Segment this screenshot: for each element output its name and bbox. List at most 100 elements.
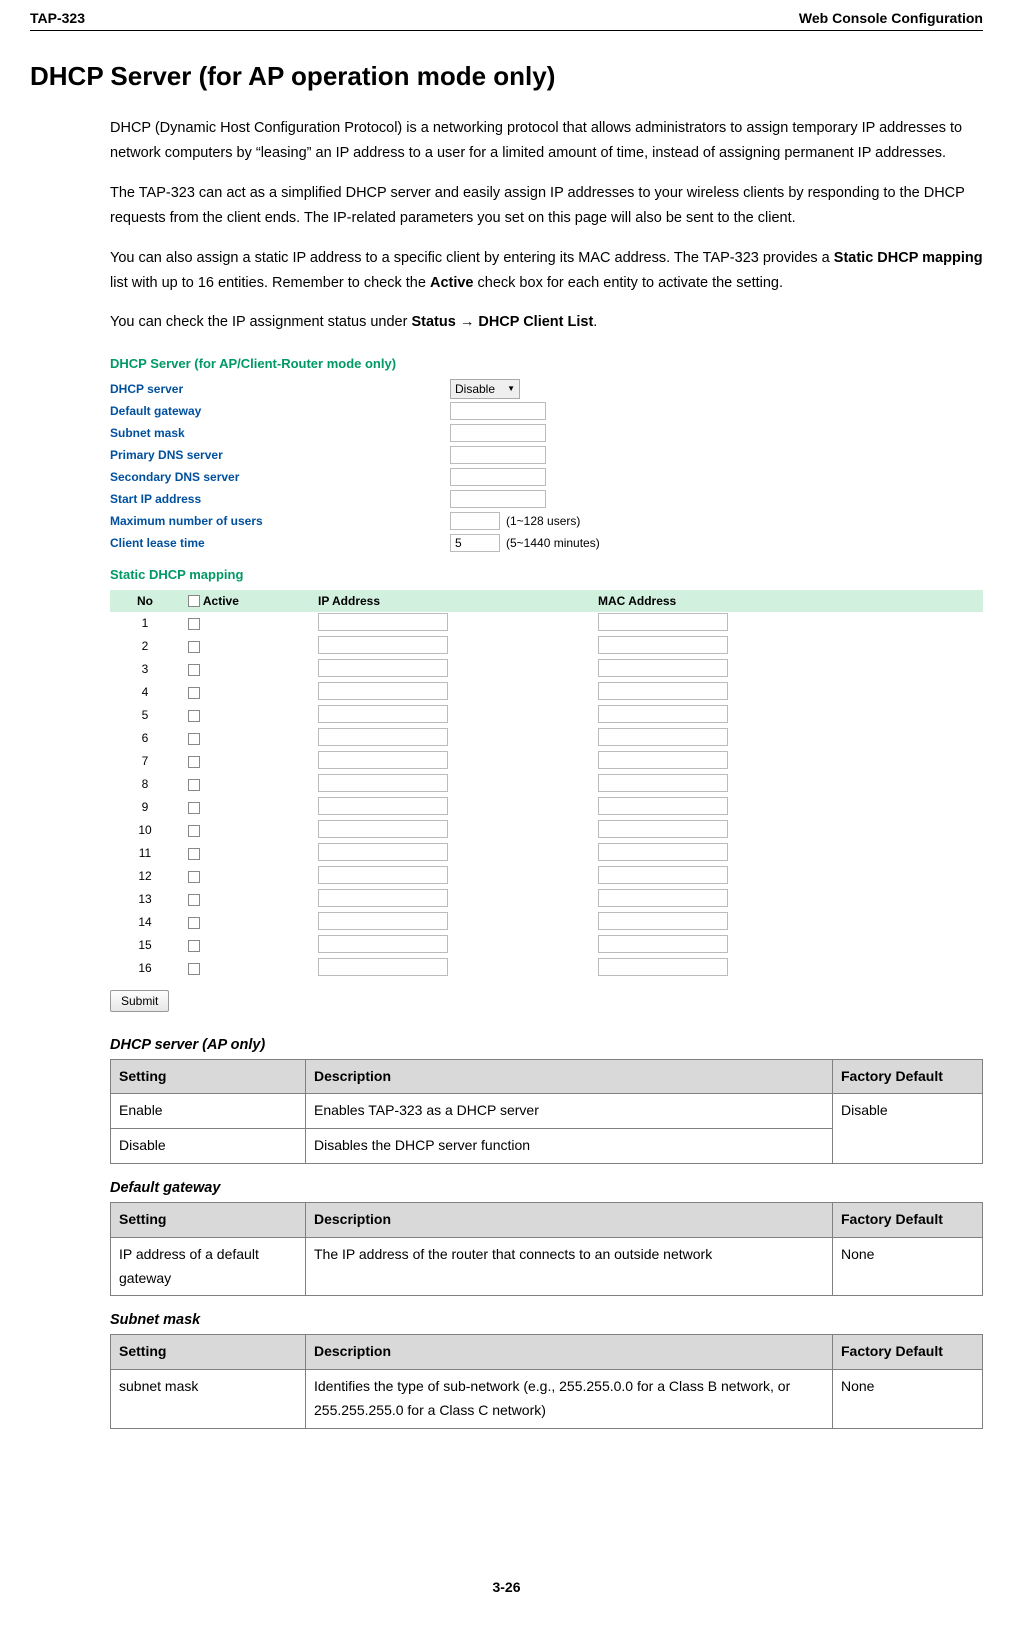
field-row: DHCP serverDisable ▼ xyxy=(110,379,983,399)
active-checkbox[interactable] xyxy=(188,871,200,883)
ip-input[interactable] xyxy=(318,797,448,815)
mac-input[interactable] xyxy=(598,912,728,930)
checkbox-all[interactable] xyxy=(188,595,200,607)
mac-input[interactable] xyxy=(598,636,728,654)
text-input[interactable] xyxy=(450,446,546,464)
field-row: Maximum number of users(1~128 users) xyxy=(110,511,983,531)
row-no: 5 xyxy=(110,704,180,727)
row-ip xyxy=(310,773,590,796)
row-ip xyxy=(310,635,590,658)
active-checkbox[interactable] xyxy=(188,618,200,630)
row-active xyxy=(180,911,310,934)
row-mac xyxy=(590,681,983,704)
ip-input[interactable] xyxy=(318,958,448,976)
text-input[interactable] xyxy=(450,468,546,486)
text-input[interactable]: 5 xyxy=(450,534,500,552)
row-no: 10 xyxy=(110,819,180,842)
mac-input[interactable] xyxy=(598,843,728,861)
mac-input[interactable] xyxy=(598,682,728,700)
ip-input[interactable] xyxy=(318,912,448,930)
mac-input[interactable] xyxy=(598,659,728,677)
ip-input[interactable] xyxy=(318,820,448,838)
active-checkbox[interactable] xyxy=(188,664,200,676)
active-checkbox[interactable] xyxy=(188,641,200,653)
th-description: Description xyxy=(306,1203,833,1238)
active-checkbox[interactable] xyxy=(188,756,200,768)
mac-input[interactable] xyxy=(598,774,728,792)
field-label: DHCP server xyxy=(110,382,450,396)
ip-input[interactable] xyxy=(318,843,448,861)
th-active-label: Active xyxy=(203,594,239,608)
row-ip xyxy=(310,842,590,865)
paragraph-4: You can check the IP assignment status u… xyxy=(110,310,983,335)
ip-input[interactable] xyxy=(318,751,448,769)
mac-input[interactable] xyxy=(598,889,728,907)
mac-input[interactable] xyxy=(598,751,728,769)
page-header: TAP-323 Web Console Configuration xyxy=(30,10,983,31)
dhcp-server-select[interactable]: Disable ▼ xyxy=(450,379,520,399)
row-active xyxy=(180,888,310,911)
row-no: 9 xyxy=(110,796,180,819)
active-checkbox[interactable] xyxy=(188,802,200,814)
text-input[interactable] xyxy=(450,490,546,508)
row-mac xyxy=(590,888,983,911)
active-checkbox[interactable] xyxy=(188,963,200,975)
mac-input[interactable] xyxy=(598,935,728,953)
row-mac xyxy=(590,750,983,773)
row-no: 6 xyxy=(110,727,180,750)
ip-input[interactable] xyxy=(318,728,448,746)
active-checkbox[interactable] xyxy=(188,687,200,699)
table-row: 12 xyxy=(110,865,983,888)
mac-input[interactable] xyxy=(598,866,728,884)
row-active xyxy=(180,842,310,865)
mac-input[interactable] xyxy=(598,958,728,976)
mac-input[interactable] xyxy=(598,613,728,631)
ip-input[interactable] xyxy=(318,705,448,723)
ip-input[interactable] xyxy=(318,935,448,953)
cell-default: Disable xyxy=(833,1094,983,1164)
mac-input[interactable] xyxy=(598,728,728,746)
th-active: Active xyxy=(180,590,310,612)
row-ip xyxy=(310,750,590,773)
row-no: 4 xyxy=(110,681,180,704)
mac-input[interactable] xyxy=(598,705,728,723)
field-row: Default gateway xyxy=(110,401,983,421)
active-checkbox[interactable] xyxy=(188,779,200,791)
cell-setting: Disable xyxy=(111,1129,306,1164)
th-default: Factory Default xyxy=(833,1335,983,1370)
mac-input[interactable] xyxy=(598,797,728,815)
active-checkbox[interactable] xyxy=(188,733,200,745)
active-checkbox[interactable] xyxy=(188,848,200,860)
ip-input[interactable] xyxy=(318,866,448,884)
mac-input[interactable] xyxy=(598,820,728,838)
p3-part-c: list with up to 16 entities. Remember to… xyxy=(110,275,430,291)
paragraph-3: You can also assign a static IP address … xyxy=(110,246,983,297)
ip-input[interactable] xyxy=(318,682,448,700)
text-input[interactable] xyxy=(450,402,546,420)
th-setting: Setting xyxy=(111,1059,306,1094)
active-checkbox[interactable] xyxy=(188,710,200,722)
p4-part-c: . xyxy=(593,314,597,330)
ip-input[interactable] xyxy=(318,774,448,792)
ip-input[interactable] xyxy=(318,659,448,677)
row-active xyxy=(180,773,310,796)
th-ip: IP Address xyxy=(310,590,590,612)
ip-input[interactable] xyxy=(318,613,448,631)
p3-strong-2: Active xyxy=(430,275,474,291)
table-row: 11 xyxy=(110,842,983,865)
text-input[interactable] xyxy=(450,424,546,442)
active-checkbox[interactable] xyxy=(188,825,200,837)
row-active xyxy=(180,727,310,750)
row-active xyxy=(180,957,310,980)
field-row: Client lease time5(5~1440 minutes) xyxy=(110,533,983,553)
active-checkbox[interactable] xyxy=(188,894,200,906)
ip-input[interactable] xyxy=(318,889,448,907)
row-mac xyxy=(590,704,983,727)
active-checkbox[interactable] xyxy=(188,917,200,929)
row-ip xyxy=(310,681,590,704)
table-row: 4 xyxy=(110,681,983,704)
active-checkbox[interactable] xyxy=(188,940,200,952)
text-input[interactable] xyxy=(450,512,500,530)
submit-button[interactable]: Submit xyxy=(110,990,169,1012)
ip-input[interactable] xyxy=(318,636,448,654)
